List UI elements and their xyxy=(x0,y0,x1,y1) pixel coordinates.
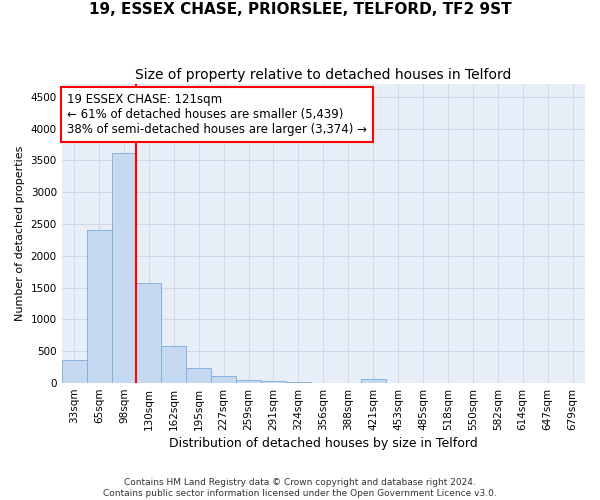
Bar xyxy=(236,380,261,383)
Text: Contains HM Land Registry data © Crown copyright and database right 2024.
Contai: Contains HM Land Registry data © Crown c… xyxy=(103,478,497,498)
Bar xyxy=(136,282,161,383)
Bar xyxy=(62,360,86,383)
Bar xyxy=(211,376,236,383)
Bar xyxy=(186,368,211,383)
Bar xyxy=(161,346,186,383)
Bar xyxy=(86,230,112,383)
Y-axis label: Number of detached properties: Number of detached properties xyxy=(15,146,25,322)
Bar xyxy=(112,153,136,383)
Bar xyxy=(286,382,311,383)
Bar xyxy=(261,381,286,383)
Bar xyxy=(361,380,386,383)
Text: 19 ESSEX CHASE: 121sqm
← 61% of detached houses are smaller (5,439)
38% of semi-: 19 ESSEX CHASE: 121sqm ← 61% of detached… xyxy=(67,93,367,136)
Text: 19, ESSEX CHASE, PRIORSLEE, TELFORD, TF2 9ST: 19, ESSEX CHASE, PRIORSLEE, TELFORD, TF2… xyxy=(89,2,511,18)
Title: Size of property relative to detached houses in Telford: Size of property relative to detached ho… xyxy=(135,68,512,82)
X-axis label: Distribution of detached houses by size in Telford: Distribution of detached houses by size … xyxy=(169,437,478,450)
